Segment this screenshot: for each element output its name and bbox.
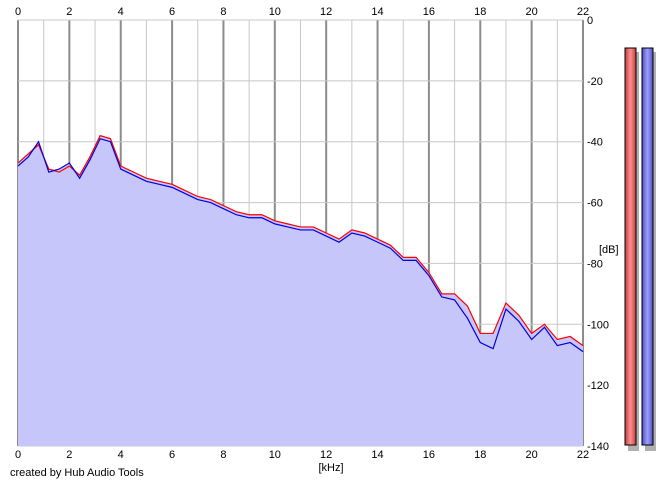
level-meters: [624, 47, 656, 451]
x-tick-label-top: 4: [118, 6, 124, 18]
x-tick-label-bottom: 2: [66, 449, 72, 461]
x-tick-label-top: 2: [66, 6, 72, 18]
x-tick-label-bottom: 10: [269, 449, 281, 461]
x-tick-label-top: 22: [577, 6, 589, 18]
x-tick-label-top: 12: [320, 6, 332, 18]
x-axis-label: [kHz]: [318, 462, 343, 474]
y-tick-label: -80: [587, 258, 603, 270]
series-lines: [17, 134, 584, 353]
x-tick-label-top: 8: [220, 6, 226, 18]
credit-text: created by Hub Audio Tools: [10, 467, 144, 479]
axis-ticks: 002244668810101212141416161818202022220-…: [15, 6, 609, 461]
x-tick-label-top: 16: [423, 6, 435, 18]
spectrum-area: [18, 135, 583, 446]
x-tick-label-top: 10: [269, 6, 281, 18]
y-tick-label: 0: [587, 15, 593, 27]
left-level-meter: [624, 47, 637, 446]
x-tick-label-bottom: 20: [526, 449, 538, 461]
x-tick-label-top: 6: [169, 6, 175, 18]
y-tick-label: -40: [587, 137, 603, 149]
x-tick-label-bottom: 0: [15, 449, 21, 461]
x-tick-label-bottom: 4: [118, 449, 124, 461]
y-tick-label: -140: [587, 441, 609, 453]
x-tick-label-bottom: 16: [423, 449, 435, 461]
x-tick-label-bottom: 22: [577, 449, 589, 461]
y-tick-label: -20: [587, 76, 603, 88]
y-tick-label: -120: [587, 380, 609, 392]
x-tick-label-top: 20: [526, 6, 538, 18]
x-tick-label-bottom: 6: [169, 449, 175, 461]
x-tick-label-bottom: 14: [371, 449, 383, 461]
x-tick-label-top: 14: [371, 6, 383, 18]
y-tick-label: -100: [587, 319, 609, 331]
x-tick-label-bottom: 12: [320, 449, 332, 461]
series-line-2: [17, 137, 584, 353]
x-tick-label-bottom: 18: [474, 449, 486, 461]
y-axis-label: [dB]: [599, 244, 619, 256]
x-tick-label-top: 0: [15, 6, 21, 18]
right-level-meter: [641, 47, 654, 446]
x-tick-label-bottom: 8: [220, 449, 226, 461]
x-tick-label-top: 18: [474, 6, 486, 18]
y-tick-label: -60: [587, 198, 603, 210]
series-line-1: [17, 134, 584, 347]
